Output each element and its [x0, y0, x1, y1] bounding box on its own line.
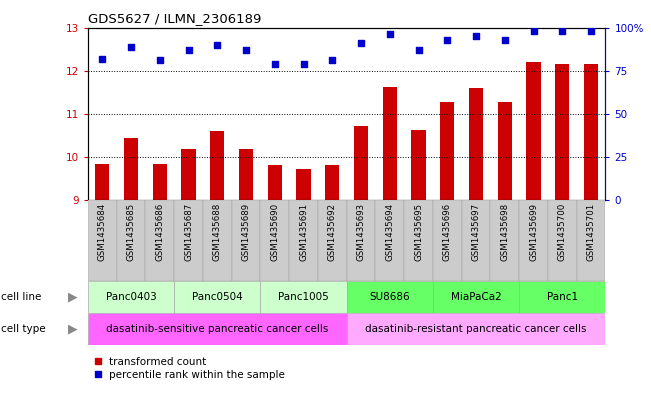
Bar: [268, 165, 282, 200]
Point: [184, 47, 194, 53]
Point: [212, 42, 223, 48]
Text: GSM1435701: GSM1435701: [587, 203, 596, 261]
Text: dasatinib-sensitive pancreatic cancer cells: dasatinib-sensitive pancreatic cancer ce…: [106, 324, 329, 334]
Text: GSM1435693: GSM1435693: [357, 203, 365, 261]
Bar: [490, 200, 519, 281]
Point: [499, 37, 510, 43]
Text: GSM1435698: GSM1435698: [501, 203, 509, 261]
Point: [413, 47, 424, 53]
Text: GSM1435686: GSM1435686: [156, 203, 164, 261]
Bar: [203, 200, 232, 281]
Bar: [239, 149, 253, 200]
Text: GSM1435699: GSM1435699: [529, 203, 538, 261]
Bar: [145, 200, 174, 281]
Point: [442, 37, 452, 43]
Bar: [95, 163, 109, 200]
Point: [471, 33, 481, 39]
Text: cell line: cell line: [1, 292, 41, 302]
Text: GSM1435696: GSM1435696: [443, 203, 452, 261]
Legend: transformed count, percentile rank within the sample: transformed count, percentile rank withi…: [93, 356, 284, 380]
Bar: [232, 200, 260, 281]
Text: Panc0504: Panc0504: [192, 292, 243, 302]
Point: [557, 28, 568, 34]
Bar: [346, 200, 376, 281]
Bar: [555, 64, 570, 200]
Text: dasatinib-resistant pancreatic cancer cells: dasatinib-resistant pancreatic cancer ce…: [365, 324, 587, 334]
Bar: [296, 169, 311, 200]
Text: Panc1005: Panc1005: [278, 292, 329, 302]
Text: MiaPaCa2: MiaPaCa2: [450, 292, 501, 302]
Point: [356, 40, 367, 46]
Bar: [325, 165, 339, 200]
Bar: [346, 313, 605, 345]
Text: GSM1435685: GSM1435685: [126, 203, 135, 261]
Point: [241, 47, 251, 53]
Text: GDS5627 / ILMN_2306189: GDS5627 / ILMN_2306189: [88, 12, 261, 25]
Text: GSM1435692: GSM1435692: [328, 203, 337, 261]
Bar: [88, 281, 174, 313]
Bar: [88, 200, 117, 281]
Bar: [497, 102, 512, 200]
Bar: [577, 200, 605, 281]
Point: [327, 57, 337, 64]
Bar: [376, 200, 404, 281]
Text: GSM1435695: GSM1435695: [414, 203, 423, 261]
Bar: [318, 200, 346, 281]
Text: GSM1435684: GSM1435684: [98, 203, 107, 261]
Bar: [411, 130, 426, 200]
Bar: [404, 200, 433, 281]
Bar: [260, 200, 289, 281]
Bar: [124, 138, 138, 200]
Bar: [289, 200, 318, 281]
Text: ▶: ▶: [68, 323, 78, 336]
Text: GSM1435694: GSM1435694: [385, 203, 395, 261]
Text: cell type: cell type: [1, 324, 46, 334]
Point: [154, 57, 165, 64]
Text: GSM1435690: GSM1435690: [270, 203, 279, 261]
Bar: [354, 126, 368, 200]
Point: [385, 31, 395, 38]
Bar: [519, 200, 548, 281]
Point: [298, 61, 309, 67]
Point: [126, 43, 136, 50]
Bar: [548, 200, 577, 281]
Point: [586, 28, 596, 34]
Text: Panc0403: Panc0403: [105, 292, 156, 302]
Text: SU8686: SU8686: [370, 292, 410, 302]
Text: GSM1435697: GSM1435697: [471, 203, 480, 261]
Text: GSM1435700: GSM1435700: [558, 203, 567, 261]
Bar: [527, 62, 541, 200]
Point: [97, 55, 107, 62]
Bar: [519, 281, 605, 313]
Text: GSM1435689: GSM1435689: [242, 203, 251, 261]
Bar: [383, 87, 397, 200]
Bar: [117, 200, 145, 281]
Bar: [174, 200, 203, 281]
Text: Panc1: Panc1: [547, 292, 578, 302]
Bar: [346, 281, 433, 313]
Bar: [174, 281, 260, 313]
Bar: [462, 200, 490, 281]
Bar: [469, 88, 483, 200]
Bar: [152, 163, 167, 200]
Text: GSM1435687: GSM1435687: [184, 203, 193, 261]
Bar: [433, 200, 462, 281]
Text: GSM1435691: GSM1435691: [299, 203, 308, 261]
Text: GSM1435688: GSM1435688: [213, 203, 222, 261]
Bar: [88, 313, 346, 345]
Text: ▶: ▶: [68, 290, 78, 304]
Bar: [260, 281, 346, 313]
Bar: [182, 149, 196, 200]
Bar: [210, 131, 225, 200]
Bar: [433, 281, 519, 313]
Bar: [584, 64, 598, 200]
Bar: [440, 102, 454, 200]
Point: [529, 28, 539, 34]
Point: [270, 61, 280, 67]
